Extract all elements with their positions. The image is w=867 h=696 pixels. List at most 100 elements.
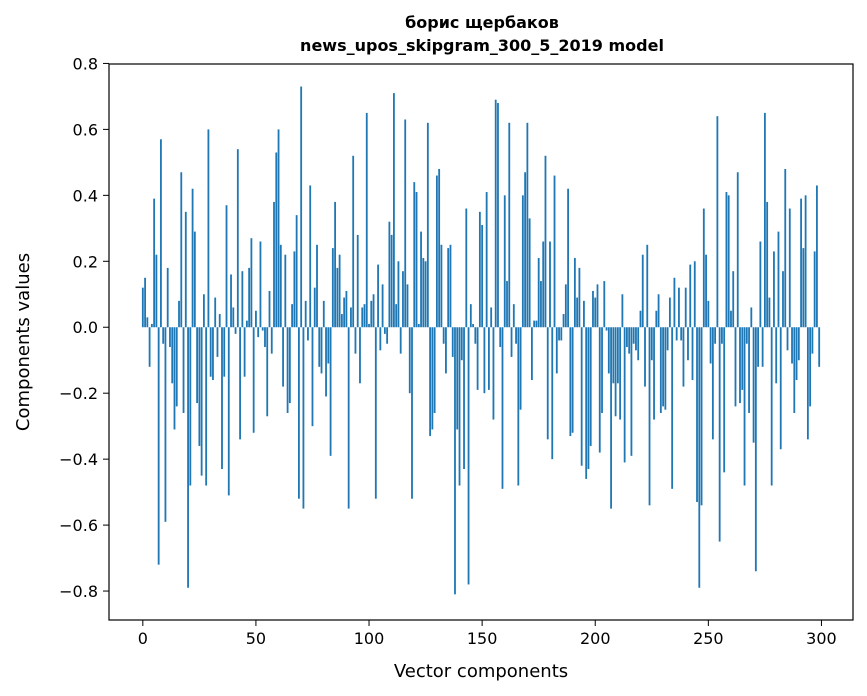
bar (189, 327, 192, 486)
y-axis-label: Components values (13, 253, 34, 431)
bar (153, 198, 156, 328)
bar (795, 327, 798, 380)
bar (354, 327, 357, 354)
bar (406, 284, 409, 328)
bar (569, 327, 572, 437)
bar (225, 205, 228, 328)
bar (564, 284, 567, 328)
bar (408, 327, 411, 394)
bar (399, 327, 402, 354)
bar (635, 327, 637, 351)
y-tick-label: −0.2 (59, 384, 98, 403)
bar (173, 327, 176, 430)
bar (270, 327, 273, 354)
bar (490, 307, 493, 328)
bar (248, 267, 251, 328)
bar (164, 327, 167, 522)
y-tick-label: 0.8 (73, 54, 98, 73)
bar (614, 327, 617, 417)
bar (259, 241, 262, 328)
bar (469, 304, 472, 328)
bar (691, 327, 694, 380)
bar (180, 172, 183, 328)
x-axis-label: Vector components (394, 661, 568, 682)
bar (343, 297, 346, 328)
bar (232, 307, 235, 328)
chart-title-line-1: борис щербаков (405, 13, 559, 32)
bar (788, 208, 791, 328)
bar (540, 281, 542, 328)
bar (657, 294, 660, 328)
bar (682, 327, 685, 387)
bar (528, 218, 531, 328)
bar (804, 195, 807, 328)
bar (612, 327, 615, 384)
bar (544, 155, 547, 328)
bar (546, 327, 549, 440)
bar (791, 327, 793, 364)
bar (560, 327, 563, 341)
bar (298, 327, 300, 499)
bar (784, 168, 787, 328)
bar (350, 307, 352, 328)
bar (759, 241, 762, 328)
bar (458, 327, 461, 486)
bar (196, 327, 199, 404)
bar (766, 201, 769, 328)
bar (644, 327, 646, 387)
y-axis-ticks: −0.8 −0.6 −0.4 −0.2 0.0 0.2 0.4 0.6 0.8 (59, 54, 109, 601)
y-tick-label: 0.4 (73, 186, 98, 205)
bar (594, 297, 597, 328)
bar (322, 300, 325, 328)
bar (356, 234, 359, 328)
y-tick-label: −0.4 (59, 450, 98, 469)
bar (730, 310, 732, 328)
bar (454, 327, 456, 595)
bar (488, 327, 490, 390)
bar (273, 201, 275, 328)
bar (763, 112, 766, 328)
bar (275, 152, 278, 328)
bar (725, 192, 728, 328)
bar (193, 231, 196, 328)
bar (601, 327, 603, 413)
bar (603, 281, 606, 328)
bar (705, 254, 707, 328)
bar (282, 327, 284, 387)
bar (386, 327, 389, 344)
bar (442, 327, 445, 344)
bar (257, 327, 260, 338)
bar (474, 327, 477, 344)
x-tick-label: 300 (806, 629, 837, 648)
bar (558, 327, 560, 341)
bar (363, 304, 366, 328)
bar (456, 327, 459, 430)
bar (309, 185, 312, 328)
bar (653, 327, 655, 420)
bar (503, 195, 506, 328)
bar (567, 188, 569, 328)
bar (311, 327, 314, 427)
bar (171, 327, 174, 384)
bar (508, 122, 511, 328)
bar (626, 327, 628, 348)
chart-title-line-2: news_upos_skipgram_300_5_2019 model (300, 36, 664, 55)
bar (592, 290, 594, 328)
bar (320, 327, 323, 374)
bar (745, 327, 748, 344)
bar (345, 290, 348, 328)
bar (465, 208, 468, 328)
bar (218, 314, 221, 328)
bar (664, 327, 667, 410)
bar (404, 119, 407, 328)
bar (417, 323, 420, 328)
bar (668, 297, 671, 328)
bar (291, 304, 294, 328)
bar (372, 294, 375, 328)
bar (347, 327, 350, 509)
bar (413, 182, 416, 328)
bar (374, 327, 377, 499)
bar (200, 327, 203, 476)
bar (714, 327, 717, 344)
bar (585, 327, 588, 479)
